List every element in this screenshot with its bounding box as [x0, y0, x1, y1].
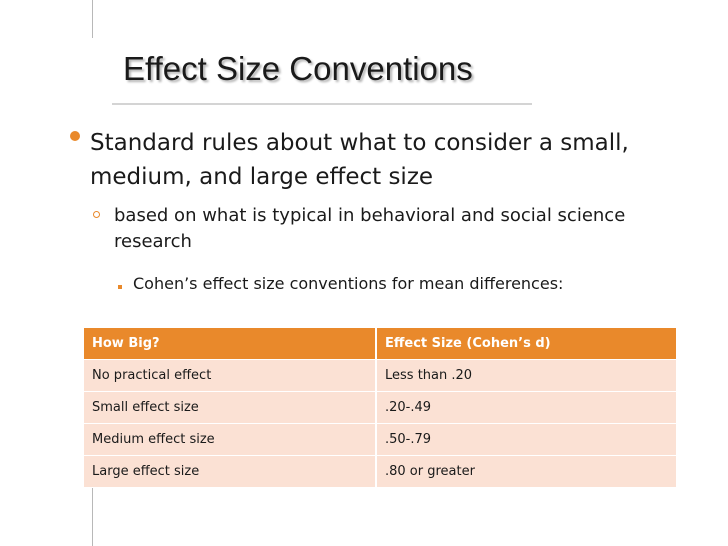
table-header-cell: Effect Size (Cohen’s d) — [375, 328, 676, 360]
table-row: Large effect size .80 or greater — [84, 455, 676, 488]
table-row: Small effect size .20-.49 — [84, 391, 676, 424]
table-header-cell: How Big? — [84, 328, 376, 360]
bullet-square-icon — [118, 285, 122, 289]
table-cell: Large effect size — [84, 455, 376, 488]
table-cell: Small effect size — [84, 391, 376, 424]
slide-title: Effect Size Conventions — [123, 50, 473, 87]
table-cell: Less than .20 — [375, 359, 676, 392]
effect-size-table: How Big? Effect Size (Cohen’s d) No prac… — [84, 328, 676, 488]
title-underline — [112, 103, 532, 105]
decorative-rule-bottom — [92, 488, 93, 546]
bullet-level3-text: Cohen’s effect size conventions for mean… — [133, 274, 564, 293]
table-cell: .20-.49 — [375, 391, 676, 424]
bullet-level1-text: Standard rules about what to consider a … — [90, 130, 629, 190]
decorative-rule-top — [92, 0, 93, 38]
table-cell: Medium effect size — [84, 423, 376, 456]
bullet-ring-icon — [93, 211, 100, 218]
table-cell: .80 or greater — [375, 455, 676, 488]
table-row: No practical effect Less than .20 — [84, 359, 676, 392]
bullet-dot-icon — [70, 131, 80, 141]
table-cell: .50-.79 — [375, 423, 676, 456]
table-cell: No practical effect — [84, 359, 376, 392]
table-row: Medium effect size .50-.79 — [84, 423, 676, 456]
table-header-row: How Big? Effect Size (Cohen’s d) — [84, 328, 676, 360]
bullet-level2-text: based on what is typical in behavioral a… — [114, 205, 626, 252]
